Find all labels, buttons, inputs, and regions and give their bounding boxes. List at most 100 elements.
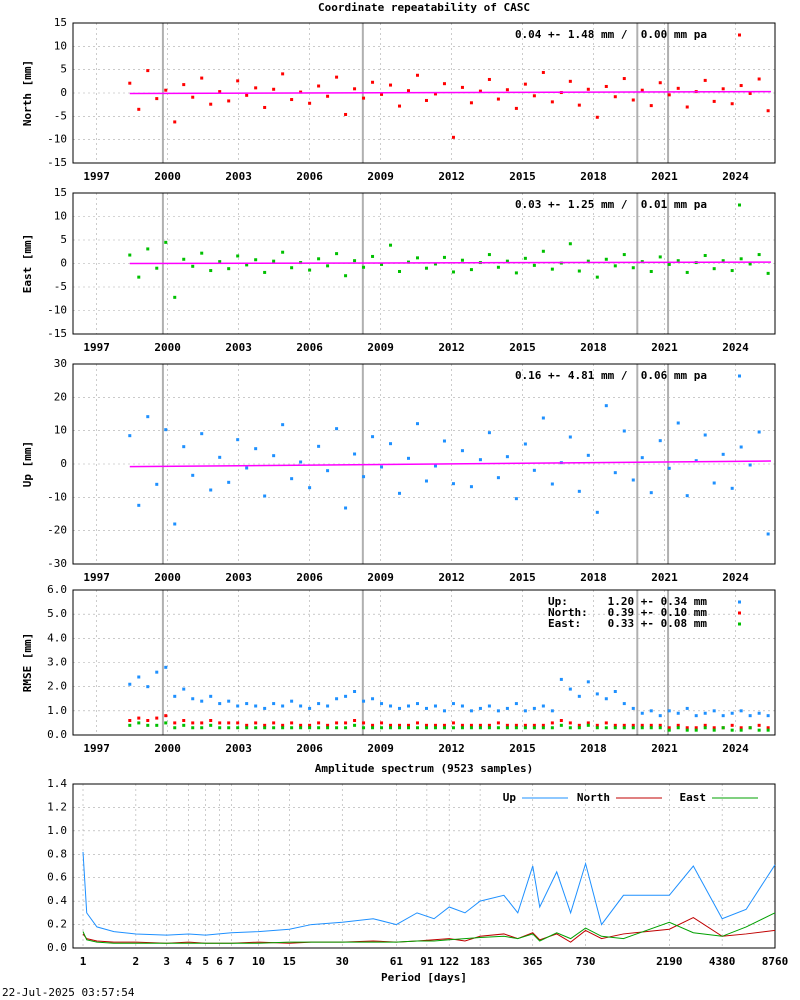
data-point	[380, 92, 384, 96]
x-tick-label: 2024	[722, 742, 749, 755]
data-point	[550, 721, 554, 725]
data-point	[631, 726, 635, 730]
data-point	[658, 714, 662, 718]
data-point	[658, 81, 662, 85]
data-point	[496, 97, 500, 101]
data-point	[353, 690, 357, 693]
data-point	[353, 719, 357, 722]
data-point	[164, 240, 168, 244]
data-point	[568, 687, 572, 691]
data-point	[155, 723, 159, 727]
data-point	[559, 723, 563, 727]
data-point	[433, 262, 437, 266]
data-point	[173, 120, 177, 124]
x-tick-label: 2024	[722, 170, 749, 183]
legend-label: East: 0.33 +- 0.08 mm	[548, 617, 707, 630]
data-point	[353, 452, 357, 456]
data-point	[263, 723, 267, 727]
data-point	[389, 726, 393, 730]
data-point	[182, 687, 186, 691]
data-point	[209, 694, 213, 698]
data-point	[209, 723, 213, 727]
data-point	[667, 262, 671, 266]
trend-line	[129, 90, 771, 95]
data-point	[326, 94, 330, 98]
data-point	[308, 726, 312, 730]
data-point	[281, 704, 285, 708]
data-point	[631, 98, 635, 102]
data-point	[173, 522, 177, 526]
data-point	[442, 709, 446, 713]
data-point	[748, 262, 752, 266]
data-point	[362, 96, 366, 100]
legend-label: North: 0.39 +- 0.10 mm	[548, 606, 707, 619]
x-tick-label: 2015	[509, 742, 536, 755]
data-point	[622, 723, 626, 727]
data-point	[146, 723, 150, 727]
data-point	[344, 274, 348, 278]
y-tick-label: -20	[47, 524, 67, 537]
data-point	[146, 719, 150, 722]
data-point	[128, 81, 132, 85]
y-tick-label: -10	[47, 490, 67, 503]
x-tick-label: 2015	[509, 341, 536, 354]
x-tick-label: 730	[576, 955, 596, 968]
y-tick-label: 20	[54, 390, 67, 403]
data-point	[460, 449, 464, 453]
data-point	[389, 723, 393, 727]
data-point	[739, 726, 743, 730]
x-axis-label: Period [days]	[381, 971, 467, 984]
x-tick-label: 2018	[580, 170, 607, 183]
data-point	[290, 266, 294, 270]
data-point	[398, 491, 402, 495]
x-tick-label: 183	[470, 955, 490, 968]
data-point	[200, 432, 204, 436]
data-point	[667, 726, 671, 730]
data-point	[236, 79, 240, 83]
data-point	[424, 98, 428, 102]
data-point	[326, 469, 330, 473]
data-point	[622, 253, 626, 257]
data-point	[380, 262, 384, 266]
data-point	[128, 682, 132, 686]
x-tick-label: 2012	[438, 170, 465, 183]
y-tick-label: -5	[54, 109, 67, 122]
data-point	[263, 270, 267, 274]
data-point	[371, 723, 375, 727]
data-point	[182, 445, 186, 449]
data-point	[442, 726, 446, 730]
data-point	[245, 702, 249, 706]
x-tick-label: 2012	[438, 571, 465, 584]
data-point	[757, 711, 761, 715]
data-point	[469, 709, 473, 713]
y-tick-label: -10	[47, 133, 67, 146]
data-point	[191, 95, 195, 99]
data-point	[658, 723, 662, 727]
data-point	[128, 253, 132, 257]
data-point	[451, 702, 455, 706]
data-point	[299, 726, 303, 730]
data-point	[595, 275, 599, 279]
data-point	[640, 723, 644, 727]
data-point	[424, 723, 428, 727]
data-point	[433, 726, 437, 730]
data-point	[532, 94, 536, 98]
data-point	[478, 726, 482, 730]
y-tick-label: 15	[54, 16, 67, 29]
data-point	[694, 714, 698, 718]
data-point	[757, 430, 761, 434]
data-point	[577, 694, 581, 698]
y-tick-label: 3.0	[47, 656, 67, 669]
data-point	[703, 78, 707, 82]
data-point	[290, 699, 294, 703]
x-tick-label: 2000	[154, 742, 181, 755]
data-point	[281, 250, 285, 254]
data-point	[137, 275, 141, 279]
data-point	[254, 447, 258, 451]
data-point	[380, 726, 384, 730]
data-point	[362, 265, 366, 269]
data-point	[424, 706, 428, 710]
data-point	[667, 466, 671, 470]
data-point	[460, 723, 464, 727]
data-point	[191, 264, 195, 268]
